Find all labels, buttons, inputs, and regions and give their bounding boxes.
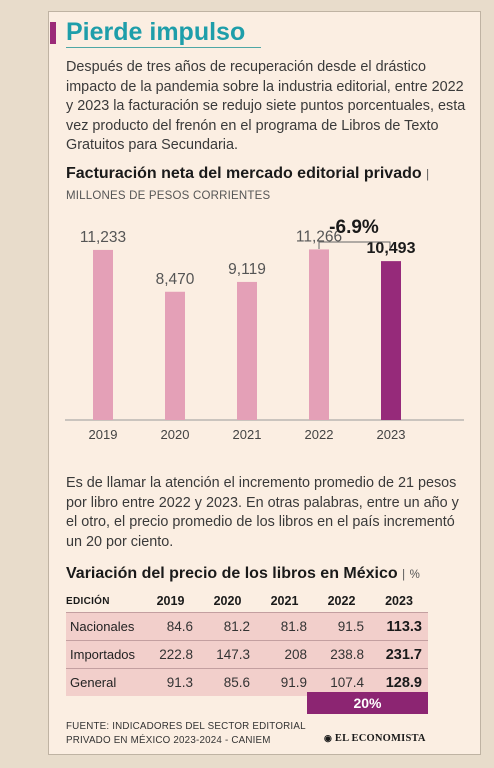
bar-2019 <box>93 249 113 420</box>
bar-2020 <box>165 291 185 420</box>
price-paragraph: Es de llamar la atención el incremento p… <box>66 475 459 550</box>
x-tick-label: 2020 <box>161 427 190 442</box>
brand-name: EL ECONOMISTA <box>334 733 426 744</box>
row-label: General <box>66 668 142 696</box>
table-cell: 85.6 <box>199 668 256 696</box>
change-annotation: -6.9% <box>329 217 379 238</box>
table-cell: 81.8 <box>256 612 313 641</box>
bar-2022 <box>309 249 329 420</box>
table-cell: 84.6 <box>142 612 199 641</box>
x-tick-label: 2021 <box>233 427 262 442</box>
source-note: FUENTE: INDICADORES DEL SECTOR EDITORIAL… <box>66 721 306 746</box>
table-cell: 91.5 <box>313 612 370 641</box>
row-label: Importados <box>66 640 142 669</box>
table-cell: 238.8 <box>313 640 370 669</box>
table-unit-separator: | <box>402 569 406 581</box>
header-year: 2022 <box>327 594 356 608</box>
chart-unit-separator: | <box>426 169 430 181</box>
chart-unit: MILLONES DE PESOS CORRIENTES <box>66 190 271 202</box>
table-title-text: Variación del precio de los libros en Mé… <box>66 565 398 582</box>
bar-2021 <box>237 281 257 420</box>
header-year: 2023 <box>385 594 413 608</box>
price-table: EDICIÓN 2019 2020 2021 2022 2023 Naciona… <box>66 590 428 696</box>
table-cell: 91.3 <box>142 668 199 696</box>
increase-badge: 20% <box>307 692 428 714</box>
brand-logo: ◉ EL ECONOMISTA <box>324 733 474 744</box>
table-cell: 113.3 <box>370 612 428 641</box>
value-label-2021: 9,119 <box>228 261 266 278</box>
header-edition: EDICIÓN <box>66 595 110 607</box>
brand-icon: ◉ <box>324 733 333 743</box>
header-year: 2021 <box>270 594 299 608</box>
x-tick-label: 2019 <box>89 427 118 442</box>
x-tick-label: 2022 <box>305 427 334 442</box>
value-label-2020: 8,470 <box>156 271 195 288</box>
title-accent-bar <box>50 22 56 44</box>
table-cell: 147.3 <box>199 640 256 669</box>
row-label: Nacionales <box>66 612 142 641</box>
header-year: 2020 <box>213 594 242 608</box>
bar-2023 <box>381 261 401 420</box>
table-cell: 81.2 <box>199 612 256 641</box>
value-label-2023: 10,493 <box>367 240 416 257</box>
table-row: Importados 222.8 147.3 208 238.8 231.7 <box>66 640 428 669</box>
table-cell: 231.7 <box>370 640 428 669</box>
table-cell: 91.9 <box>256 668 313 696</box>
table-row: Nacionales 84.6 81.2 81.8 91.5 113.3 <box>66 612 428 641</box>
change-bracket <box>318 241 391 249</box>
chart-title-text: Facturación neta del mercado editorial p… <box>66 165 422 182</box>
header-year: 2019 <box>156 594 185 608</box>
revenue-bar-chart: 11,233 2019 8,470 2020 9,119 2021 11,266 2022 10… <box>65 217 464 442</box>
value-label-2019: 11,233 <box>80 229 126 246</box>
table-row: General 91.3 85.6 91.9 107.4 128.9 <box>66 668 428 696</box>
table-cell: 128.9 <box>370 668 428 696</box>
table-unit: % <box>409 569 420 581</box>
table-cell: 222.8 <box>142 640 199 669</box>
value-label-2022: 11,266 <box>296 228 342 245</box>
table-title: Variación del precio de los libros en Mé… <box>66 563 471 586</box>
intro-paragraph: Después de tres años de recuperación des… <box>66 59 466 153</box>
table-header-row: EDICIÓN 2019 2020 2021 2022 2023 <box>66 590 428 613</box>
page-title: Pierde impulso <box>66 17 261 48</box>
table-cell: 208 <box>256 640 313 669</box>
x-tick-label: 2023 <box>377 427 406 442</box>
table-cell: 107.4 <box>313 668 370 696</box>
chart-title: Facturación neta del mercado editorial p… <box>66 164 471 206</box>
